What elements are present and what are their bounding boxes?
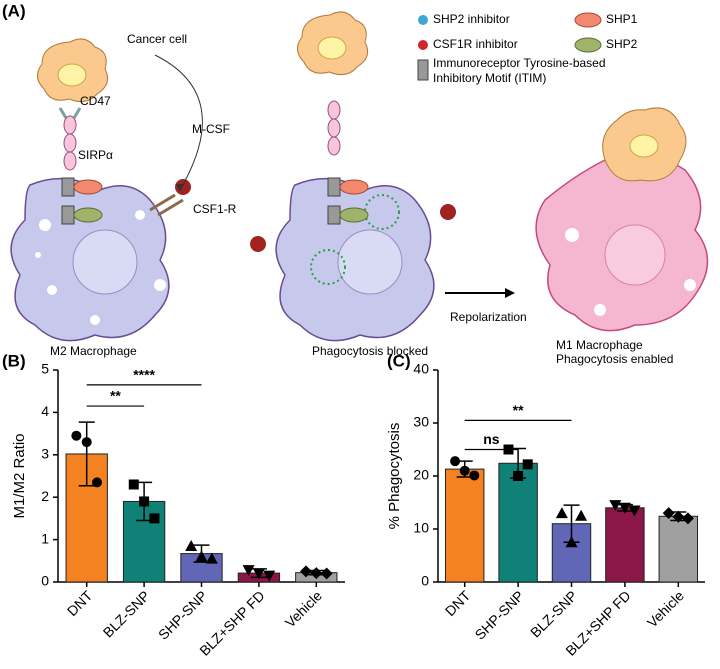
point [672,510,685,523]
point [92,477,103,488]
point [565,536,578,548]
x-tick-label: SHP-SNP [155,587,210,642]
y-axis-label: % Phagocytosis [386,423,403,530]
point [609,500,622,512]
significance-label: **** [133,367,155,383]
label: Phagocytosis blocked [312,344,428,358]
y-tick-label: 3 [41,446,49,462]
y-tick-label: 4 [41,403,49,419]
point [681,512,694,525]
legend-label: SHP2 [606,37,638,51]
x-tick-label: Vehicle [282,587,325,630]
point [628,505,641,517]
label: Cancer cell [127,32,187,46]
point [71,430,82,441]
x-tick-label: DNT [64,587,96,619]
y-tick-label: 40 [413,361,429,377]
significance-label: ns [483,431,500,447]
legend-label: CSF1R inhibitor [433,37,518,51]
x-tick-label: Vehicle [644,587,687,630]
point [252,568,265,580]
point [81,437,92,448]
y-tick-label: 10 [413,520,429,536]
point [242,565,255,577]
x-tick-label: BLZ-SNP [527,587,580,640]
point [459,465,470,476]
panel-label: (A) [2,1,26,20]
bar [498,462,538,583]
point [469,470,480,481]
label: M2 Macrophage [50,344,137,358]
point [575,509,588,521]
blocked-cell [250,11,515,342]
legend-label: Immunoreceptor Tyrosine-based [433,56,606,70]
y-tick-label: 2 [41,488,49,504]
y-tick-label: 20 [413,467,429,483]
x-tick-label: BLZ-SNP [100,587,153,640]
legend-label: Inhibitory Motif (ITIM) [433,71,546,85]
panel-label: (B) [2,351,26,370]
significance-label: ** [110,388,121,404]
point [662,507,675,520]
point [299,565,312,578]
label: Phagocytosis enabled [556,352,673,366]
point [263,570,276,582]
m2-cell [10,38,203,342]
m1-cell [535,107,709,332]
point [149,513,160,524]
legend-label: SHP1 [606,12,638,26]
y-tick-label: 1 [41,530,49,546]
y-tick-label: 0 [41,573,49,589]
label: CD47 [80,94,111,108]
point [555,507,568,519]
x-tick-label: SHP-SNP [472,587,527,642]
bar [605,507,645,583]
point [195,550,208,562]
legend-label: SHP2 inhibitor [433,12,510,26]
legend [417,12,602,81]
bar [658,515,699,583]
point [513,471,524,481]
point [185,539,198,551]
label: SIRPα [78,148,113,162]
label: CSF1-R [193,202,237,216]
point [139,496,150,507]
y-tick-label: 5 [41,361,49,377]
point [618,502,631,514]
point [310,567,323,580]
point [205,552,218,564]
panel-label: (C) [387,351,411,370]
significance-label: ** [513,402,524,418]
label: M-CSF [192,122,230,136]
y-tick-label: 0 [421,573,429,589]
point [450,456,461,467]
y-axis-label: M1/M2 Ratio [11,433,28,518]
point [128,479,139,490]
bar [444,468,485,583]
x-tick-label: DNT [442,587,474,619]
label: Repolarization [450,310,527,324]
point [320,567,333,580]
label: M1 Macrophage [556,338,643,352]
y-tick-label: 30 [413,414,429,430]
point [522,459,533,470]
